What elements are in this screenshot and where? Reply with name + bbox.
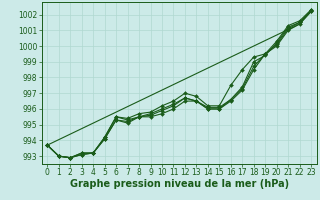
X-axis label: Graphe pression niveau de la mer (hPa): Graphe pression niveau de la mer (hPa)	[70, 179, 289, 189]
